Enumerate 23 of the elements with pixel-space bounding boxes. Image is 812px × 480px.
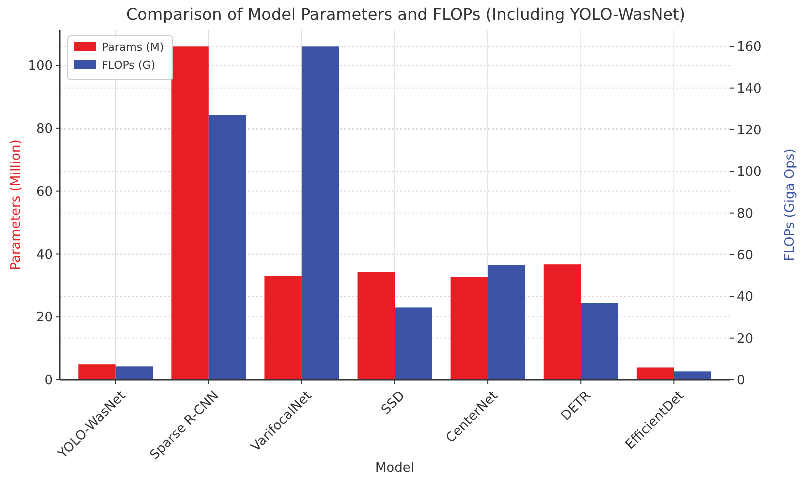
y2-tick-label: 0: [737, 374, 746, 389]
y2-tick-label: 60: [737, 248, 754, 264]
y-tick-label: 20: [36, 310, 53, 326]
chart-title: Comparison of Model Parameters and FLOPs (Including YOLO-WasNet): [126, 5, 686, 24]
bar: [302, 46, 340, 380]
y-axis-title: Parameters (Million): [9, 140, 24, 270]
x-axis-title: Model: [375, 461, 415, 476]
y2-tick-label: 20: [737, 332, 754, 347]
y2-tick-label: 40: [737, 290, 754, 306]
y-tick-label: 40: [36, 248, 53, 263]
y-tick-label: 60: [36, 184, 53, 200]
legend-label: FLOPs (G): [102, 58, 156, 72]
y-tick-label: 80: [36, 122, 53, 137]
y-tick-label: 100: [28, 59, 53, 74]
y2-tick-label: 140: [737, 82, 762, 97]
y-tick-label: 0: [44, 374, 53, 389]
bar: [264, 276, 302, 380]
legend-label: Params (M): [102, 40, 164, 54]
y2-tick-label: 100: [737, 165, 762, 180]
y2-tick-label: 120: [737, 124, 762, 139]
y2-tick-label: 80: [737, 206, 754, 222]
y2-tick-label: 160: [737, 40, 762, 56]
y2-axis-title: FLOPs (Giga Ops): [783, 148, 798, 262]
